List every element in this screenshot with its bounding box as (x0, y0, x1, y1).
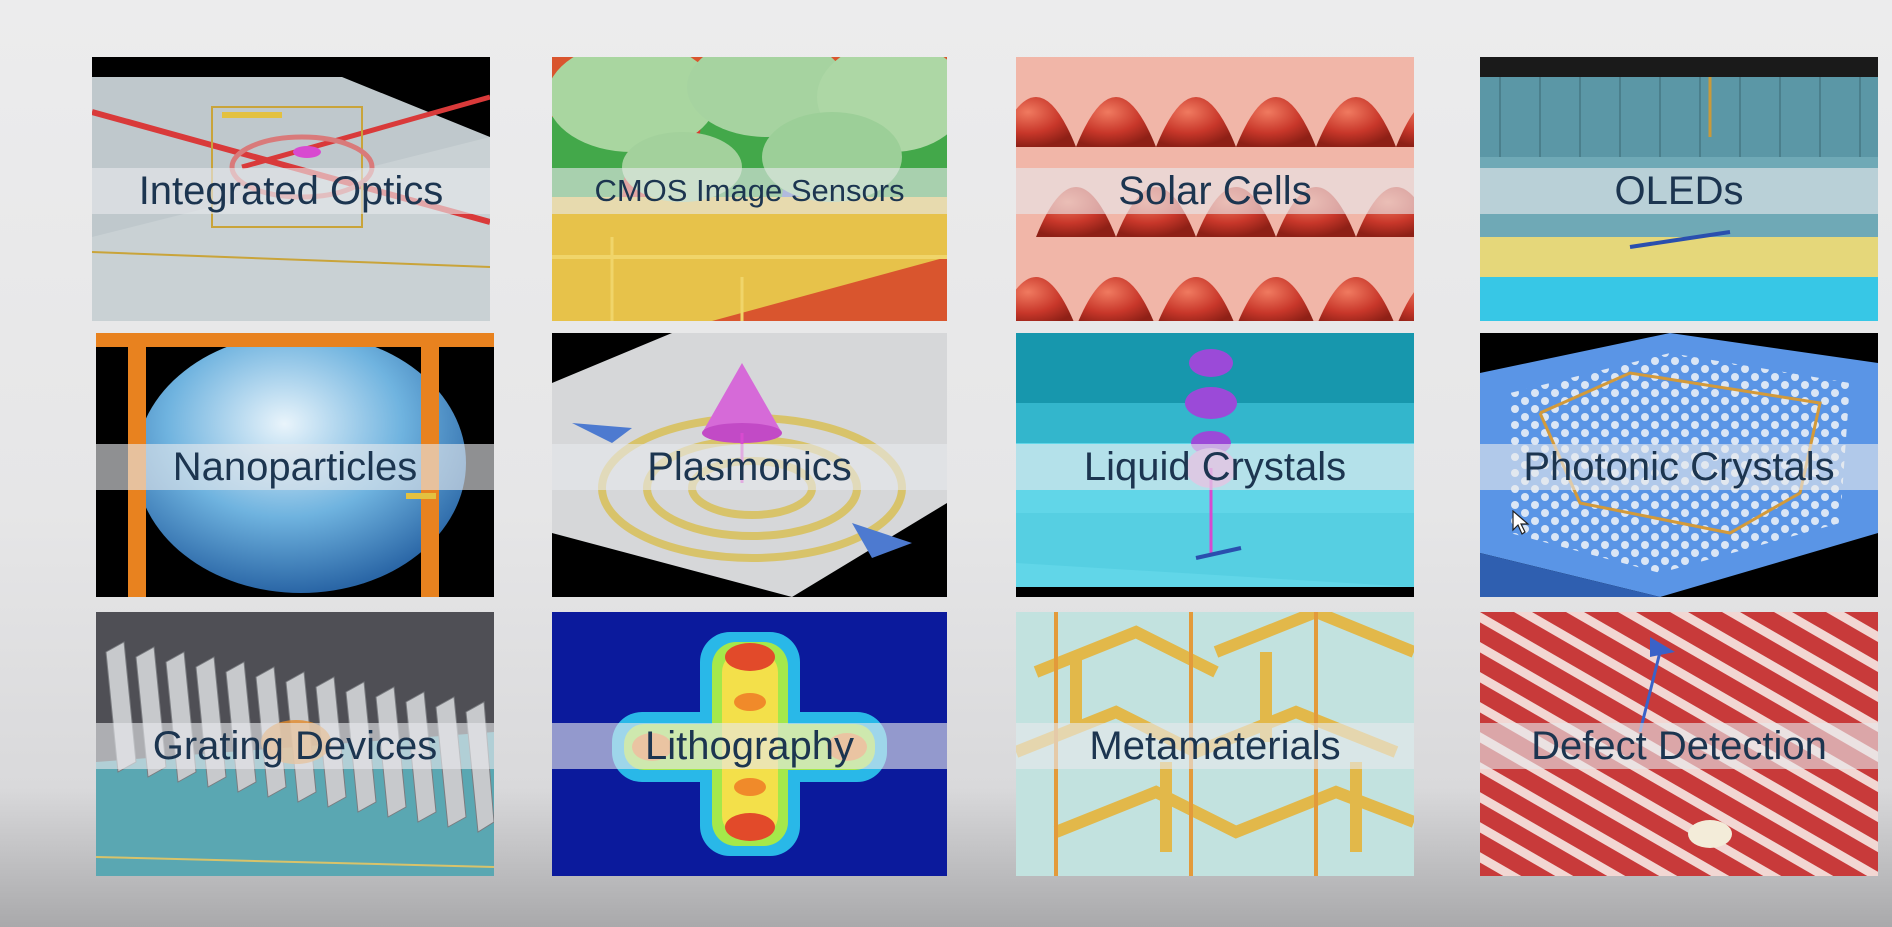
tile-oleds[interactable]: OLEDs (1480, 57, 1878, 321)
tile-label: Grating Devices (96, 723, 494, 769)
tile-label: Metamaterials (1016, 723, 1414, 769)
tile-cmos-image-sensors[interactable]: CMOS Image Sensors (552, 57, 947, 321)
tile-solar-cells[interactable]: Solar Cells (1016, 57, 1414, 321)
tile-label: Nanoparticles (96, 444, 494, 490)
tile-label: Photonic Crystals (1480, 444, 1878, 490)
tile-label: Solar Cells (1016, 168, 1414, 214)
tile-label: Plasmonics (552, 444, 947, 490)
tile-label: Defect Detection (1480, 723, 1878, 769)
tile-label: Liquid Crystals (1016, 444, 1414, 490)
tile-photonic-crystals[interactable]: Photonic Crystals (1480, 333, 1878, 597)
tile-plasmonics[interactable]: Plasmonics (552, 333, 947, 597)
tile-grating-devices[interactable]: Grating Devices (96, 612, 494, 876)
tile-label: OLEDs (1480, 168, 1878, 214)
tile-label: CMOS Image Sensors (552, 168, 947, 214)
tile-defect-detection[interactable]: Defect Detection (1480, 612, 1878, 876)
tile-liquid-crystals[interactable]: Liquid Crystals (1016, 333, 1414, 597)
tile-lithography[interactable]: Lithography (552, 612, 947, 876)
tile-integrated-optics[interactable]: Integrated Optics (92, 57, 490, 321)
mouse-cursor-icon (1512, 510, 1530, 535)
tile-label: Integrated Optics (92, 168, 490, 214)
tile-metamaterials[interactable]: Metamaterials (1016, 612, 1414, 876)
tile-label: Lithography (552, 723, 947, 769)
tile-nanoparticles[interactable]: Nanoparticles (96, 333, 494, 597)
